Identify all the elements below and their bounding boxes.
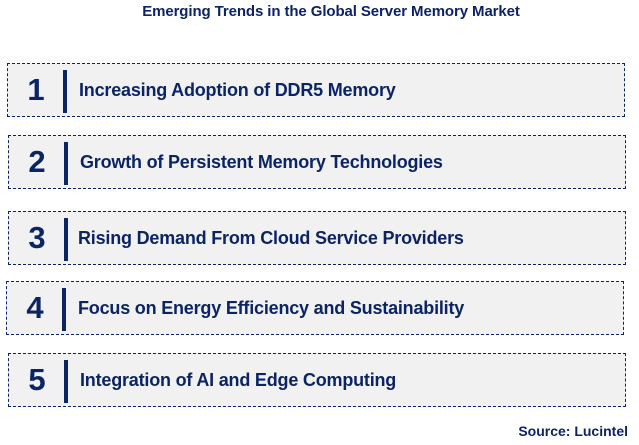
trend-number: 3 <box>28 220 46 255</box>
trend-label: Growth of Persistent Memory Technologies <box>80 151 443 172</box>
trend-number: 1 <box>27 72 45 107</box>
trend-label: Focus on Energy Efficiency and Sustainab… <box>78 297 465 318</box>
trend-item-5: 5 Integration of AI and Edge Computing <box>8 353 626 407</box>
trend-label: Rising Demand From Cloud Service Provide… <box>78 227 464 248</box>
divider-bar <box>64 218 68 261</box>
trend-label: Increasing Adoption of DDR5 Memory <box>79 79 396 100</box>
trend-number: 4 <box>26 290 44 325</box>
trend-item-1: 1 Increasing Adoption of DDR5 Memory <box>7 63 625 117</box>
divider-bar <box>63 70 67 113</box>
trend-number: 5 <box>28 362 46 397</box>
diagram-title: Emerging Trends in the Global Server Mem… <box>142 3 520 20</box>
source-credit: Source: Lucintel <box>518 423 628 439</box>
trend-label: Integration of AI and Edge Computing <box>80 369 397 390</box>
divider-bar <box>64 142 68 185</box>
divider-bar <box>62 288 66 331</box>
divider-bar <box>64 360 68 403</box>
trend-item-2: 2 Growth of Persistent Memory Technologi… <box>8 135 626 189</box>
trend-item-4: 4 Focus on Energy Efficiency and Sustain… <box>6 281 624 335</box>
trend-number: 2 <box>28 144 46 179</box>
trend-item-3: 3 Rising Demand From Cloud Service Provi… <box>8 211 626 265</box>
